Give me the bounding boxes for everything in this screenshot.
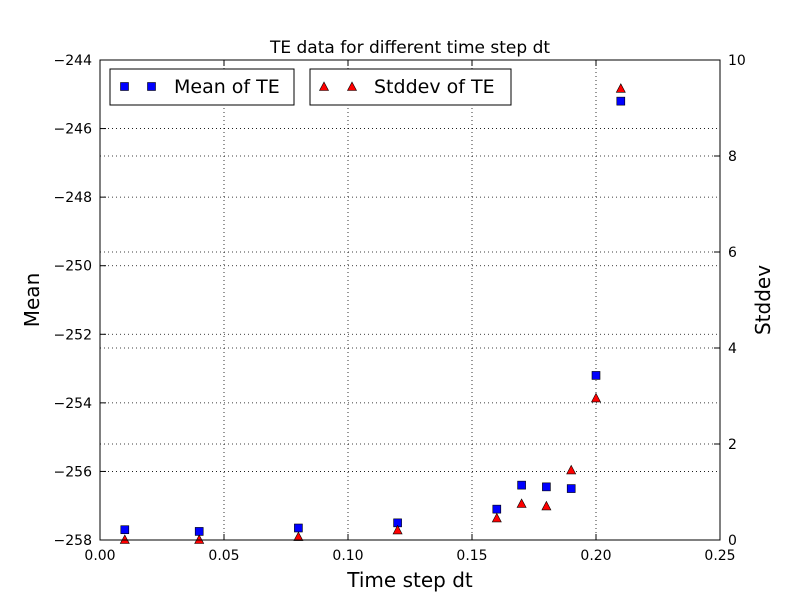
x-tick-label: 0.15: [456, 548, 487, 564]
mean-te-point: [566, 484, 576, 493]
y-left-tick-label: −248: [54, 190, 92, 206]
stddev-te-point: [566, 464, 577, 475]
y-right-tick-label: 8: [728, 149, 737, 165]
y-left-tick-label: −246: [54, 122, 93, 138]
mean-te-point: [542, 482, 551, 492]
stddev-te-point: [591, 392, 601, 403]
y-right-tick-label: 6: [728, 245, 737, 261]
y-axis-left-title: Mean: [20, 273, 44, 328]
stddev-te-point: [293, 531, 304, 541]
stddev-te-point: [541, 500, 552, 511]
x-tick-label: 0.05: [208, 548, 239, 564]
legend-stddev-triangle-icon: [347, 81, 357, 91]
stddev-te-point: [615, 83, 626, 93]
data-marks: [119, 83, 626, 544]
stddev-te-point: [516, 498, 527, 508]
legend-mean: Mean of TE: [109, 68, 295, 106]
y-right-tick-label: 2: [728, 437, 737, 453]
stddev-te-point: [392, 524, 403, 535]
y-left-tick-label: −254: [54, 396, 93, 412]
y-right-tick-label: 10: [728, 53, 746, 69]
x-tick-label: 0.10: [332, 548, 363, 564]
stddev-te-point: [491, 512, 502, 523]
x-tick-label: 0.00: [84, 548, 115, 564]
y-left-tick-label: −250: [54, 259, 92, 275]
x-tick-label: 0.20: [580, 548, 611, 564]
x-tick-label: 0.25: [704, 548, 735, 564]
stddev-te-point: [194, 534, 205, 544]
mean-te-point: [194, 527, 204, 536]
y-left-tick-label: −252: [54, 327, 92, 343]
legend-mean-square-icon: [147, 82, 156, 91]
y-axis-right-title: Stddev: [751, 265, 775, 335]
stddev-te-point: [119, 534, 130, 544]
x-axis-title: Time step dt: [346, 568, 473, 592]
y-right-tick-label: 4: [728, 341, 737, 357]
legend-stddev-triangle-icon: [319, 81, 329, 91]
mean-te-point: [591, 371, 601, 380]
chart-title: TE data for different time step dt: [269, 38, 550, 58]
legend-mean-label: Mean of TE: [174, 76, 280, 98]
legend-stddev: Stddev of TE: [309, 68, 512, 106]
mean-te-point: [517, 480, 526, 490]
y-left-tick-label: −258: [54, 533, 92, 549]
plot-frame: [99, 59, 721, 541]
legend-mean-square-icon: [120, 82, 129, 91]
mean-te-point: [120, 525, 130, 535]
mean-te-point: [616, 96, 626, 106]
y-right-tick-label: 0: [728, 533, 737, 549]
legend-stddev-box: [309, 68, 512, 106]
grid: [99, 59, 721, 541]
mean-te-point: [492, 504, 502, 514]
y-left-tick-label: −256: [54, 464, 93, 480]
axis-ticks: 0.00 0.05 0.10 0.15 0.20 0.25 −258 −256 −254 −252…: [54, 53, 746, 564]
mean-te-point: [294, 523, 303, 533]
legend-stddev-label: Stddev of TE: [374, 76, 495, 98]
y-left-tick-label: −244: [54, 53, 93, 69]
legend-mean-box: [109, 68, 295, 106]
